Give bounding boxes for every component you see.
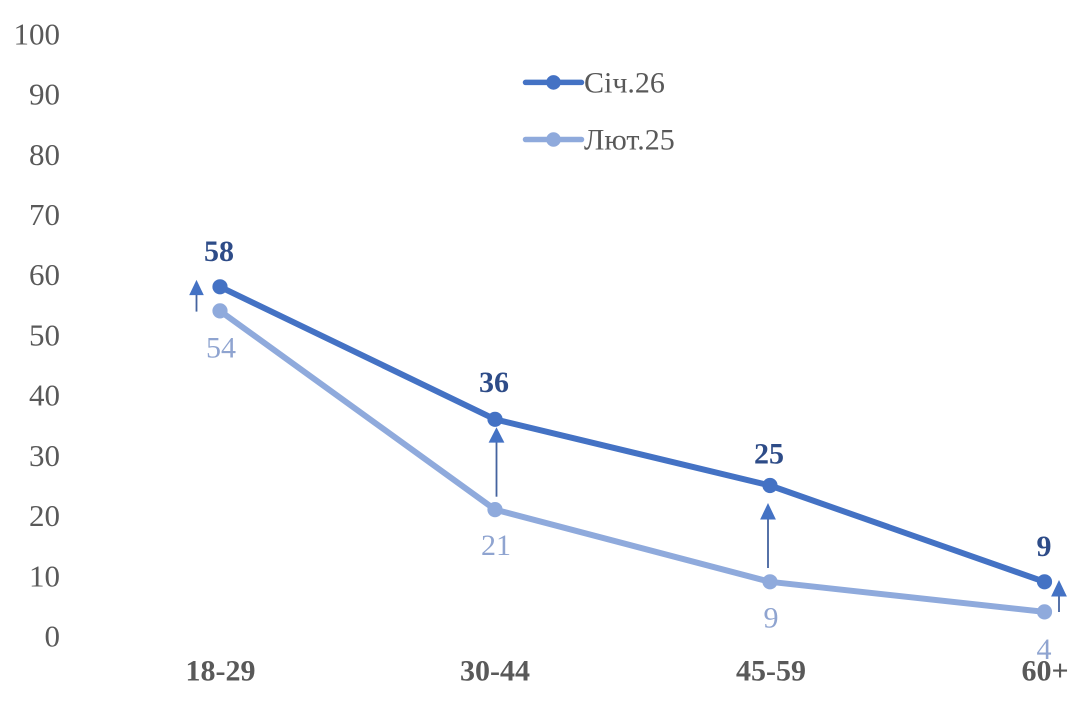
svg-text:45-59: 45-59 [736,655,806,688]
svg-text:9: 9 [764,602,779,635]
svg-text:4: 4 [1037,633,1052,666]
svg-text:54: 54 [206,332,236,365]
svg-text:60: 60 [29,257,60,292]
svg-text:58: 58 [204,235,234,268]
svg-text:20: 20 [29,498,60,533]
svg-text:18-29: 18-29 [186,655,256,688]
svg-text:60+: 60+ [1021,655,1068,688]
svg-text:Січ.26: Січ.26 [584,67,665,100]
svg-text:70: 70 [29,197,60,232]
svg-text:100: 100 [14,16,61,51]
svg-text:80: 80 [29,137,60,172]
svg-text:10: 10 [29,558,60,593]
svg-text:90: 90 [29,77,60,112]
svg-text:9: 9 [1037,530,1052,563]
svg-text:40: 40 [29,378,60,413]
svg-text:21: 21 [481,529,511,562]
svg-text:30-44: 30-44 [460,655,530,688]
svg-text:25: 25 [754,438,784,471]
svg-text:50: 50 [29,317,60,352]
svg-text:36: 36 [479,366,509,399]
svg-text:Лют.25: Лют.25 [584,124,675,157]
svg-text:0: 0 [45,619,61,654]
svg-text:30: 30 [29,438,60,473]
